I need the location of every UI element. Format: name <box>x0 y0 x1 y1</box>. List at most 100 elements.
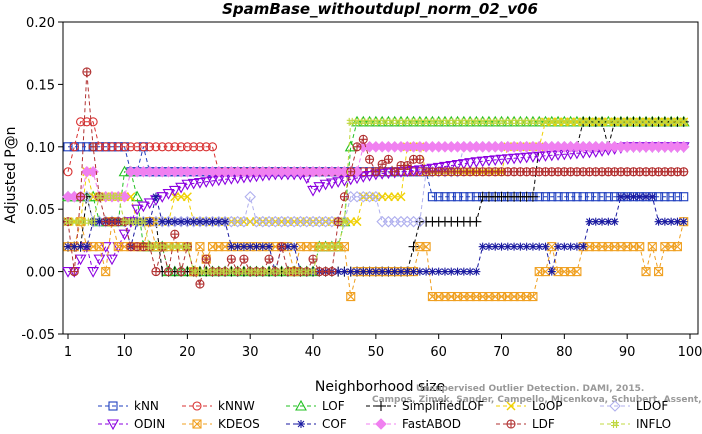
data-point-odin <box>445 160 458 172</box>
data-point-cof <box>158 217 167 226</box>
data-point-odin <box>439 161 451 173</box>
data-point-fastabod <box>87 165 99 178</box>
data-point-ldf <box>402 160 412 171</box>
legend-item-ldf: LDF <box>496 417 555 431</box>
data-point-kdeos <box>339 242 349 252</box>
data-point-odin <box>451 160 464 171</box>
watermark-line-1: Unsupervised Outlier Detection. DAMI, 20… <box>416 384 644 394</box>
data-point-knnw <box>145 142 155 152</box>
data-point-cof <box>447 267 456 276</box>
data-point-lof <box>483 115 495 127</box>
data-point-ldf <box>352 142 362 152</box>
data-point-odin <box>313 182 326 193</box>
legend-label: SimplifiedLOF <box>402 399 484 413</box>
data-point-odin <box>74 254 87 266</box>
data-point-knn <box>572 192 582 202</box>
legend-marker <box>609 400 621 412</box>
data-point-knnw <box>101 142 111 152</box>
data-point-knnw <box>182 142 192 152</box>
data-point-knn <box>597 192 607 202</box>
data-point-inflo <box>334 242 343 251</box>
data-point-ldf <box>82 67 92 77</box>
data-point-knn <box>584 192 595 202</box>
data-point-ldf <box>195 279 205 289</box>
data-point-knn <box>566 192 576 202</box>
data-point-knnw <box>82 117 92 127</box>
data-point-inflo <box>309 267 318 276</box>
data-point-knn <box>452 192 463 202</box>
x-tick-label: 20 <box>179 345 196 360</box>
data-point-knn <box>679 192 689 202</box>
data-point-kdeos <box>672 242 682 252</box>
data-point-knnw <box>119 142 130 152</box>
data-point-loop <box>126 192 136 202</box>
data-point-odin <box>464 158 477 169</box>
data-point-knnw <box>176 142 186 152</box>
data-point-cof <box>246 242 255 251</box>
legend-item-inflo: INFLO <box>600 417 671 431</box>
data-point-lof <box>476 115 489 127</box>
legend-marker <box>192 419 202 429</box>
data-point-knnw <box>163 142 174 152</box>
data-point-ldf <box>170 229 180 239</box>
data-point-knnw <box>157 142 167 152</box>
data-point-knnw <box>76 117 86 127</box>
data-point-ldf <box>226 254 236 264</box>
x-tick-label: 50 <box>368 345 385 360</box>
data-point-knnw <box>170 142 180 152</box>
data-point-lof <box>357 115 370 127</box>
legend-marker <box>297 420 305 428</box>
data-point-knn <box>578 192 588 202</box>
series-line-ldf <box>67 71 684 286</box>
data-point-odin <box>319 179 332 191</box>
data-point-odin <box>508 153 521 165</box>
plot-frame <box>62 21 699 335</box>
data-point-cof <box>648 192 657 201</box>
data-point-cof <box>170 217 179 226</box>
data-point-kdeos <box>641 267 651 277</box>
data-point-knn <box>547 192 557 202</box>
data-point-simplifiedlof <box>408 241 419 252</box>
data-point-inflo <box>183 242 192 251</box>
data-point-odin <box>489 155 502 167</box>
legend-label: INFLO <box>636 417 671 431</box>
data-point-simplifiedlof <box>471 216 482 227</box>
data-point-odin <box>432 162 445 174</box>
data-point-odin <box>181 179 194 191</box>
data-point-kdeos <box>647 242 657 252</box>
legend-item-odin: ODIN <box>98 417 165 431</box>
data-point-knn <box>446 192 456 202</box>
legend-item-fastabod: FastABOD <box>366 417 461 431</box>
data-point-odin <box>325 178 338 190</box>
data-point-knn <box>465 192 475 202</box>
data-point-ldf <box>333 217 343 227</box>
series-line-inflo <box>68 121 684 273</box>
data-point-knnw <box>151 142 161 152</box>
data-point-ldf <box>308 254 318 264</box>
data-point-odin <box>187 178 200 190</box>
data-point-ldf <box>264 254 274 264</box>
x-tick-label: 90 <box>619 345 636 360</box>
series-fastabod <box>62 141 690 203</box>
data-point-ldf <box>88 142 98 152</box>
data-point-ldf <box>151 267 161 277</box>
data-point-ldof <box>414 215 426 228</box>
data-point-cof <box>566 242 575 251</box>
watermark-line-2: Campos, Zimek, Sander, Campello, Micenko… <box>372 395 702 405</box>
data-point-knn <box>440 192 450 202</box>
y-tick-label: 0.10 <box>26 141 55 156</box>
data-point-knn <box>459 192 469 202</box>
legend-marker <box>506 419 516 429</box>
data-point-ldof <box>370 190 382 203</box>
x-tick-label: 10 <box>116 345 133 360</box>
data-point-knn <box>76 142 86 152</box>
legend-label: LOF <box>322 399 345 413</box>
data-point-odin <box>470 157 483 168</box>
data-point-ldf <box>358 134 368 144</box>
data-point-cof <box>346 267 355 276</box>
data-point-knnw <box>132 142 142 152</box>
series-layer <box>62 67 690 302</box>
data-point-knn <box>559 192 569 202</box>
data-point-odin <box>501 154 514 165</box>
